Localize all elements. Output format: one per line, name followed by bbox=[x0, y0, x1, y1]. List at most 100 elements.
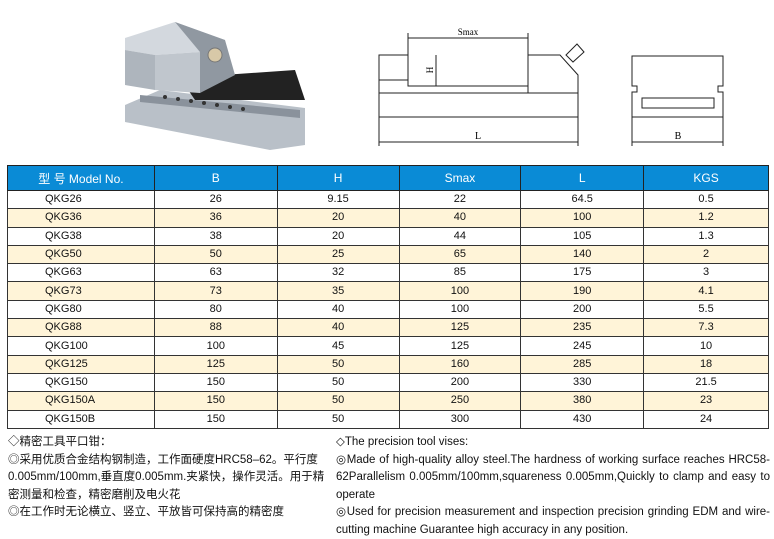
value-cell: 125 bbox=[398, 318, 522, 338]
value-cell: 65 bbox=[398, 244, 522, 265]
column-header: KGS bbox=[643, 165, 769, 191]
value-cell: 24 bbox=[643, 409, 769, 429]
note-en-1: ◎Made of high-quality alloy steel.The ha… bbox=[336, 453, 770, 501]
value-cell: 22 bbox=[398, 189, 522, 210]
value-cell: 190 bbox=[520, 281, 645, 301]
value-cell: 175 bbox=[520, 263, 645, 283]
value-cell: 235 bbox=[520, 318, 645, 338]
value-cell: 125 bbox=[398, 336, 522, 356]
value-cell: 150 bbox=[153, 409, 278, 429]
value-cell: 100 bbox=[398, 281, 522, 301]
value-cell: 3 bbox=[643, 263, 769, 283]
notes-chinese: ◇精密工具平口钳： ◎采用优质合金结构钢制造，工作面硬度HRC58–62。平行度… bbox=[8, 434, 330, 522]
spec-table: 型 号 Model No. B H Smax L KGS QKG26 26 9.15 22 64.… bbox=[7, 165, 769, 429]
h-label: H bbox=[425, 66, 435, 73]
value-cell: 250 bbox=[398, 391, 522, 411]
model-cell: QKG150A bbox=[7, 391, 155, 411]
value-cell: 44 bbox=[398, 226, 522, 246]
value-cell: 7.3 bbox=[643, 318, 769, 338]
value-cell: 285 bbox=[520, 354, 645, 374]
value-cell: 26 bbox=[153, 189, 278, 210]
note-en-2: ◎Used for precision measurement and insp… bbox=[336, 506, 770, 536]
smax-label: Smax bbox=[458, 27, 479, 37]
side-view-drawing bbox=[378, 33, 585, 146]
value-cell: 20 bbox=[276, 208, 400, 228]
model-cell: QKG50 bbox=[7, 244, 155, 265]
value-cell: 105 bbox=[520, 226, 645, 246]
column-header: H bbox=[276, 165, 400, 191]
value-cell: 50 bbox=[153, 244, 278, 265]
value-cell: 80 bbox=[153, 299, 278, 320]
model-cell: QKG88 bbox=[7, 318, 155, 338]
value-cell: 40 bbox=[276, 318, 400, 338]
value-cell: 40 bbox=[276, 299, 400, 320]
table-row: QKG36 36 20 40 100 1.2 bbox=[7, 208, 769, 228]
vise-photo bbox=[125, 22, 305, 150]
value-cell: 50 bbox=[276, 391, 400, 411]
table-row: QKG150A 150 50 250 380 23 bbox=[7, 391, 769, 411]
value-cell: 1.3 bbox=[643, 226, 769, 246]
note-cn-2: ◎在工作时无论横立、竖立、平放皆可保持高的精密度 bbox=[8, 506, 284, 518]
model-cell: QKG63 bbox=[7, 263, 155, 283]
value-cell: 63 bbox=[153, 263, 278, 283]
value-cell: 88 bbox=[153, 318, 278, 338]
value-cell: 23 bbox=[643, 391, 769, 411]
column-header: L bbox=[520, 165, 645, 191]
value-cell: 50 bbox=[276, 372, 400, 393]
model-cell: QKG100 bbox=[7, 336, 155, 356]
table-row: QKG38 38 20 44 105 1.3 bbox=[7, 226, 769, 246]
value-cell: 245 bbox=[520, 336, 645, 356]
model-cell: QKG125 bbox=[7, 354, 155, 374]
value-cell: 200 bbox=[520, 299, 645, 320]
value-cell: 140 bbox=[520, 244, 645, 265]
value-cell: 1.2 bbox=[643, 208, 769, 228]
value-cell: 100 bbox=[398, 299, 522, 320]
notes-english: ◇The precision tool vises: ◎Made of high… bbox=[336, 434, 770, 539]
value-cell: 20 bbox=[276, 226, 400, 246]
product-images: Smax H L B bbox=[125, 22, 724, 150]
value-cell: 100 bbox=[153, 336, 278, 356]
column-header: B bbox=[153, 165, 278, 191]
l-label: L bbox=[475, 131, 481, 142]
model-cell: QKG38 bbox=[7, 226, 155, 246]
table-row: QKG88 88 40 125 235 7.3 bbox=[7, 318, 769, 338]
value-cell: 25 bbox=[276, 244, 400, 265]
value-cell: 73 bbox=[153, 281, 278, 301]
value-cell: 35 bbox=[276, 281, 400, 301]
value-cell: 160 bbox=[398, 354, 522, 374]
model-cell: QKG150B bbox=[7, 409, 155, 429]
model-cell: QKG36 bbox=[7, 208, 155, 228]
column-header: Smax bbox=[398, 165, 522, 191]
value-cell: 200 bbox=[398, 372, 522, 393]
value-cell: 4.1 bbox=[643, 281, 769, 301]
table-row: QKG150B 150 50 300 430 24 bbox=[7, 409, 769, 429]
end-view-drawing bbox=[631, 55, 724, 146]
model-cell: QKG26 bbox=[7, 189, 155, 210]
value-cell: 380 bbox=[520, 391, 645, 411]
value-cell: 300 bbox=[398, 409, 522, 429]
table-row: QKG100 100 45 125 245 10 bbox=[7, 336, 769, 356]
column-header: 型 号 Model No. bbox=[7, 165, 155, 191]
table-row: QKG26 26 9.15 22 64.5 0.5 bbox=[7, 189, 769, 210]
value-cell: 5.5 bbox=[643, 299, 769, 320]
table-row: QKG63 63 32 85 175 3 bbox=[7, 263, 769, 283]
value-cell: 150 bbox=[153, 372, 278, 393]
note-en-title: ◇The precision tool vises: bbox=[336, 436, 469, 448]
value-cell: 50 bbox=[276, 354, 400, 374]
value-cell: 430 bbox=[520, 409, 645, 429]
value-cell: 40 bbox=[398, 208, 522, 228]
model-cell: QKG80 bbox=[7, 299, 155, 320]
value-cell: 32 bbox=[276, 263, 400, 283]
value-cell: 21.5 bbox=[643, 372, 769, 393]
model-cell: QKG150 bbox=[7, 372, 155, 393]
model-cell: QKG73 bbox=[7, 281, 155, 301]
note-cn-1: ◎采用优质合金结构钢制造，工作面硬度HRC58–62。平行度0.005mm/10… bbox=[8, 453, 325, 501]
value-cell: 38 bbox=[153, 226, 278, 246]
value-cell: 10 bbox=[643, 336, 769, 356]
table-row: QKG50 50 25 65 140 2 bbox=[7, 244, 769, 265]
value-cell: 45 bbox=[276, 336, 400, 356]
value-cell: 100 bbox=[520, 208, 645, 228]
note-cn-title: ◇精密工具平口钳： bbox=[8, 436, 112, 448]
value-cell: 64.5 bbox=[520, 189, 645, 210]
table-row: QKG125 125 50 160 285 18 bbox=[7, 354, 769, 374]
